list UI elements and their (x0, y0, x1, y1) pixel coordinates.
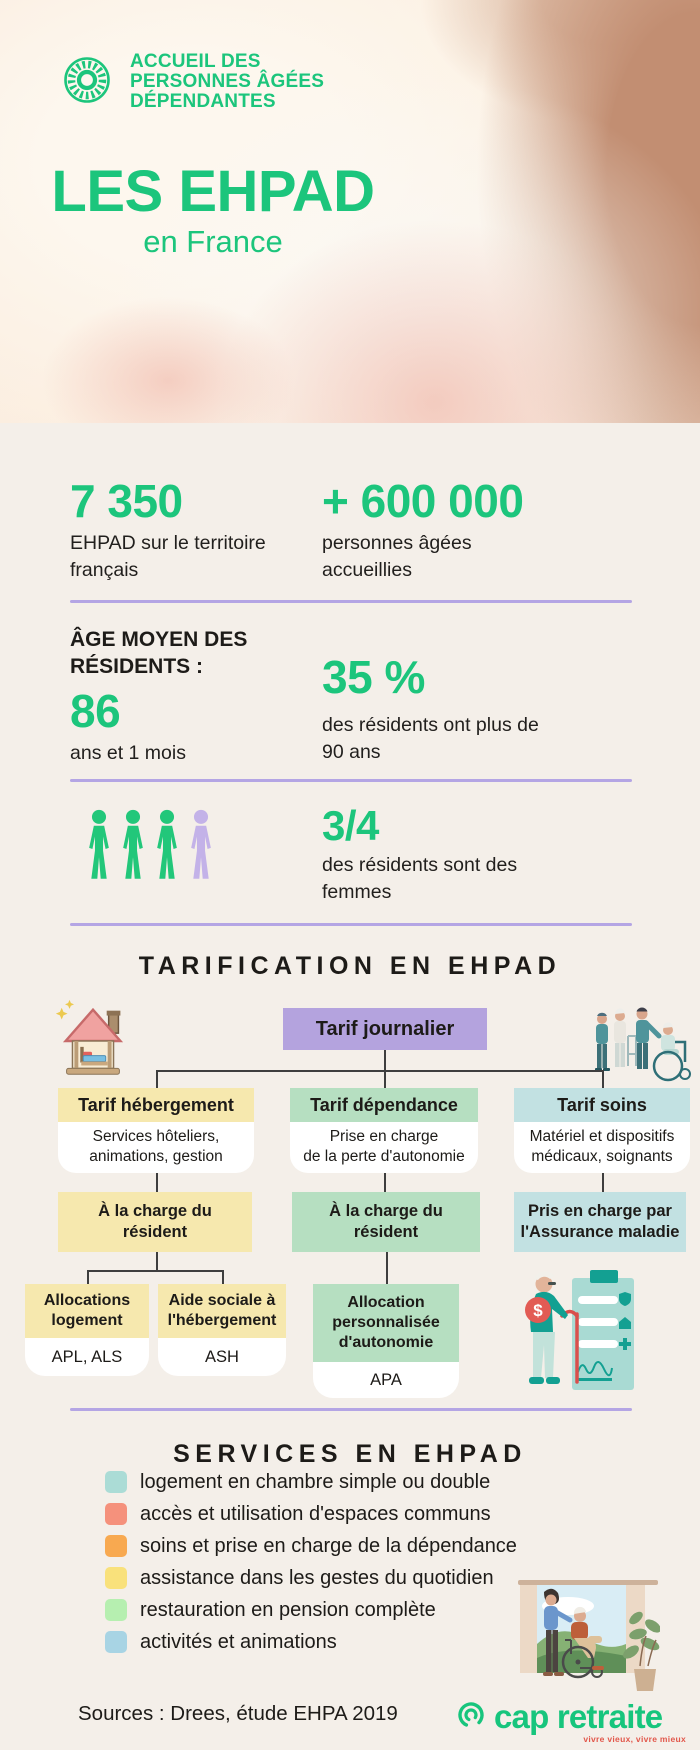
tarif-hebergement-desc: Services hôteliers, animations, gestion (58, 1122, 254, 1173)
aperture-ring-icon (62, 55, 112, 110)
apa-title: Allocation personnalisée d'autonomie (313, 1284, 459, 1362)
page-title: LES EHPAD (51, 159, 375, 224)
service-item: accès et utilisation d'espaces communs (105, 1500, 491, 1528)
connector-line (156, 1070, 158, 1088)
allocations-logement-sub: APL, ALS (25, 1338, 149, 1376)
stat-facilities-label: EHPAD sur le territoire français (70, 532, 266, 581)
color-swatch-icon (105, 1535, 127, 1557)
connector-line (384, 1050, 386, 1070)
tarif-dependance-card: Tarif dépendance Prise en charge de la p… (290, 1088, 478, 1173)
person-icon (123, 809, 143, 879)
connector-line (384, 1170, 386, 1192)
tarif-dependance-desc: Prise en charge de la perte d'autonomie (290, 1122, 478, 1173)
services-title: SERVICES EN EHPAD (173, 1440, 527, 1468)
connector-line (602, 1070, 604, 1088)
person-icon (191, 809, 211, 879)
connector-line (87, 1270, 223, 1272)
connector-line (222, 1270, 224, 1284)
sources-text: Sources : Drees, étude EHPA 2019 (78, 1702, 398, 1725)
service-label: activités et animations (140, 1630, 337, 1653)
aide-sociale-box: Aide sociale à l'hébergement ASH (158, 1284, 286, 1376)
divider (70, 600, 632, 603)
stat-women-value: 3/4 (322, 802, 379, 849)
connector-line (156, 1170, 158, 1192)
aide-sociale-title: Aide sociale à l'hébergement (158, 1284, 286, 1338)
color-swatch-icon (105, 1503, 127, 1525)
charge-assurance-maladie: Pris en charge par l'Assurance maladie (514, 1192, 686, 1252)
service-label: assistance dans les gestes du quotidien (140, 1566, 494, 1589)
women-pictogram-group (84, 806, 216, 884)
tarif-hebergement-title: Tarif hébergement (58, 1088, 254, 1122)
connector-line (602, 1170, 604, 1192)
brand-tagline: vivre vieux, vivre mieux (583, 1734, 686, 1744)
brand-header-text: ACCUEIL DES PERSONNES ÂGÉES DÉPENDANTES (130, 51, 325, 112)
connector-line (87, 1270, 89, 1284)
tarif-soins-title: Tarif soins (514, 1088, 690, 1122)
allocations-logement-title: Allocations logement (25, 1284, 149, 1338)
stat-age-label: ans et 1 mois (70, 742, 186, 764)
tarification-title: TARIFICATION EN EHPAD (138, 952, 562, 980)
color-swatch-icon (105, 1599, 127, 1621)
color-swatch-icon (105, 1567, 127, 1589)
caregiver-wheelchair-room-icon (488, 1574, 661, 1699)
svg-text:$: $ (533, 1301, 543, 1320)
person-icon (157, 809, 177, 879)
tarif-soins-card: Tarif soins Matériel et dispositifs médi… (514, 1088, 690, 1173)
stat-over90-label: des résidents ont plus de 90 ans (322, 714, 539, 763)
stat-age-heading: ÂGE MOYEN DES RÉSIDENTS : (70, 628, 248, 678)
elderly-man-funding-document-icon: $ (506, 1262, 640, 1403)
connector-line (386, 1252, 388, 1284)
divider (70, 779, 632, 782)
tarif-hebergement-card: Tarif hébergement Services hôteliers, an… (58, 1088, 254, 1173)
service-item: restauration en pension complète (105, 1596, 436, 1624)
stat-over90-value: 35 % (322, 651, 425, 703)
charge-resident-hebergement: À la charge du résident (58, 1192, 252, 1252)
divider (70, 1408, 632, 1411)
service-item: assistance dans les gestes du quotidien (105, 1564, 494, 1592)
service-label: logement en chambre simple ou double (140, 1470, 491, 1493)
service-item: soins et prise en charge de la dépendanc… (105, 1532, 517, 1560)
stat-residents-value: + 600 000 (322, 475, 524, 527)
apa-sub: APA (313, 1362, 459, 1398)
connector-line (156, 1070, 602, 1072)
tarif-soins-desc: Matériel et dispositifs médicaux, soigna… (514, 1122, 690, 1173)
aide-sociale-sub: ASH (158, 1338, 286, 1376)
care-team-icon (590, 1002, 696, 1093)
stat-residents-label: personnes âgées accueillies (322, 532, 472, 581)
tarif-dependance-title: Tarif dépendance (290, 1088, 478, 1122)
stat-women-label: des résidents sont des femmes (322, 854, 518, 903)
color-swatch-icon (105, 1471, 127, 1493)
service-label: soins et prise en charge de la dépendanc… (140, 1534, 517, 1557)
cap-retraite-logo: cap retraite (456, 1698, 663, 1736)
service-item: activités et animations (105, 1628, 337, 1656)
allocations-logement-box: Allocations logement APL, ALS (25, 1284, 149, 1376)
person-icon (89, 809, 109, 879)
color-swatch-icon (105, 1631, 127, 1653)
connector-line (156, 1252, 158, 1270)
service-label: accès et utilisation d'espaces communs (140, 1502, 491, 1525)
divider (70, 923, 632, 926)
connector-line (384, 1070, 386, 1088)
house-with-bed-icon (48, 996, 138, 1091)
service-item: logement en chambre simple ou double (105, 1468, 490, 1496)
hero-photo: ACCUEIL DES PERSONNES ÂGÉES DÉPENDANTES … (0, 0, 700, 423)
apa-box: Allocation personnalisée d'autonomie APA (313, 1284, 459, 1398)
stat-facilities-value: 7 350 (70, 475, 183, 527)
charge-resident-dependance: À la charge du résident (292, 1192, 480, 1252)
service-label: restauration en pension complète (140, 1598, 436, 1621)
cap-retraite-ring-icon (456, 1700, 486, 1735)
brand-header: ACCUEIL DES PERSONNES ÂGÉES DÉPENDANTES (62, 52, 324, 112)
brand-name: cap retraite (494, 1698, 663, 1735)
page-subtitle: en France (143, 224, 283, 259)
tarif-journalier-box: Tarif journalier (283, 1008, 487, 1050)
stat-age-value: 86 (70, 685, 121, 737)
